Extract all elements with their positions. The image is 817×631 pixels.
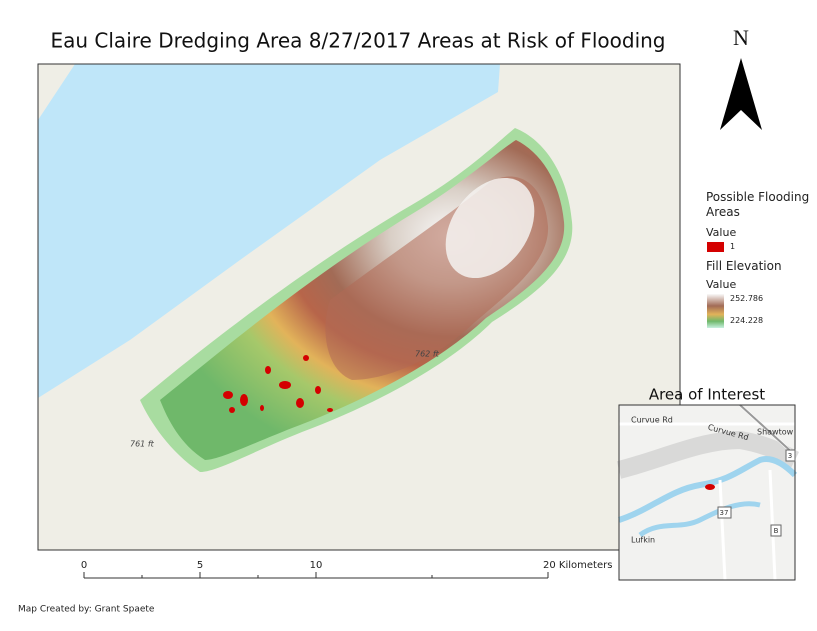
spot-label: 762 ft bbox=[415, 350, 440, 359]
flood-areas bbox=[223, 355, 333, 413]
scale-label: 0 bbox=[81, 560, 87, 571]
inset-label: 37 bbox=[720, 509, 729, 517]
credit: Map Created by: Grant Spaete bbox=[18, 605, 155, 615]
inset-map: Curvue Rd Curvue Rd Shawtow Lufkin 37 B … bbox=[616, 403, 800, 581]
north-label: N bbox=[733, 25, 749, 50]
legend-elev-high: 252.786 bbox=[730, 294, 764, 303]
river bbox=[38, 64, 500, 398]
scale-label: 5 bbox=[197, 560, 203, 571]
scale-label: 10 bbox=[310, 560, 323, 571]
map-title: Eau Claire Dredging Area 8/27/2017 Areas… bbox=[50, 29, 665, 53]
inset-label: B bbox=[774, 527, 779, 535]
main-map: 762 ft 761 ft bbox=[38, 64, 680, 550]
map-frame bbox=[37, 63, 681, 551]
spot-label: 761 ft bbox=[130, 440, 155, 449]
legend-elev-ramp bbox=[707, 294, 724, 328]
scale-label: 20 Kilometers bbox=[543, 560, 612, 571]
inset-title: Area of Interest bbox=[649, 386, 765, 404]
legend-elev-low: 224.228 bbox=[730, 316, 764, 325]
inset-label: Lufkin bbox=[631, 536, 655, 545]
elevation-peak bbox=[445, 177, 535, 279]
scale-bar bbox=[83, 572, 549, 579]
legend-flood-swatch bbox=[707, 242, 724, 252]
inset-label: Curvue Rd bbox=[631, 416, 673, 425]
legend-flood-title: Possible Flooding Areas bbox=[706, 190, 810, 219]
inset-label: 3 bbox=[788, 452, 792, 460]
legend-elev-title: Fill Elevation bbox=[706, 259, 782, 273]
legend-field: Value bbox=[706, 226, 737, 239]
legend-item: 1 bbox=[730, 242, 736, 251]
legend-field: Value bbox=[706, 278, 737, 291]
inset-label: Shawtow bbox=[757, 428, 794, 437]
north-arrow bbox=[720, 58, 762, 130]
